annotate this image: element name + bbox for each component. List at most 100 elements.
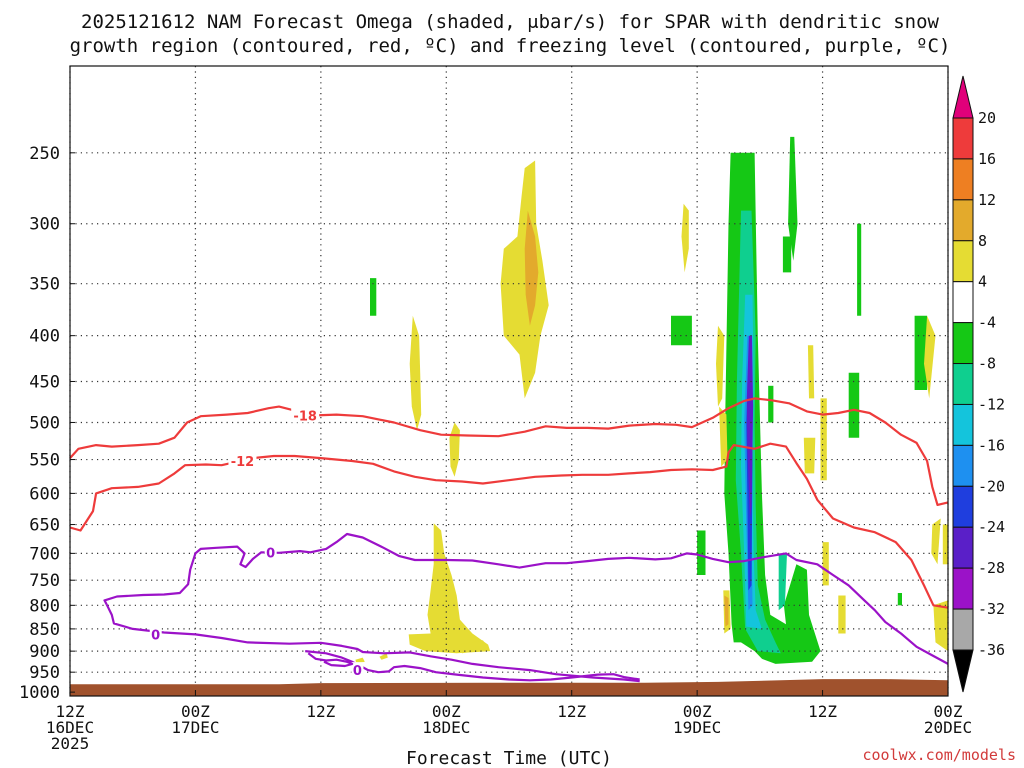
omega-region [914,315,928,390]
colorbar-bin [952,403,974,446]
plot-area: -18 -12 0 0 0 [69,65,949,697]
omega-region [838,595,846,634]
y-tick-label: 250 [29,144,60,164]
x-tick-label: 18DEC [422,718,470,737]
y-tick-label: 400 [29,327,60,347]
terrain-fill [70,679,948,696]
omega-region [857,223,862,316]
contour-line-0 [307,652,354,668]
colorbar-label: 4 [978,273,987,291]
colorbar-bin [952,117,974,160]
x-tick-label: 12Z [557,702,586,721]
x-tick-label: 17DEC [171,718,219,737]
y-tick-label: 450 [29,372,60,392]
colorbar-label: 20 [978,109,996,127]
x-tick-label: 20DEC [924,718,972,737]
x-tick-label: 2025 [51,734,90,753]
colorbar-bin [952,608,974,651]
omega-region [931,518,941,565]
x-tick-label: 12Z [306,702,335,721]
colorbar-label: -36 [978,641,1005,659]
omega-region [778,553,787,611]
contour-label: 0 [151,628,160,643]
colorbar-bin [952,322,974,365]
colorbar-label: -16 [978,436,1005,454]
y-tick-label: 300 [29,215,60,235]
omega-region [897,593,902,606]
omega-region [803,437,816,474]
y-tick-label: 500 [29,413,60,433]
y-tick-label: 350 [29,275,60,295]
x-tick-label: 00Z [683,702,712,721]
x-tick-label: 12Z [56,702,85,721]
contour-label-bg [351,662,364,678]
y-tick-label: 900 [29,642,60,662]
omega-region [924,315,936,399]
y-tick-label: 850 [29,620,60,640]
y-tick-label: 600 [29,484,60,504]
y-tick-label: 750 [29,571,60,591]
omega-region [370,278,377,316]
x-tick-label: 00Z [432,702,461,721]
contour-label: 0 [266,546,275,561]
contour-line-0 [103,532,949,665]
omega-region [788,136,798,261]
contour-label: -12 [231,455,255,470]
omega-region [500,160,549,399]
y-tick-label: 650 [29,516,60,536]
colorbar-label: -28 [978,559,1005,577]
y-tick-label: 700 [29,544,60,564]
colorbar-label: 8 [978,232,987,250]
y-tick-label: 1000 [19,683,60,703]
colorbar-label: 12 [978,191,996,209]
contour-label-bg [291,407,320,423]
colorbar-bin [952,485,974,528]
omega-region [524,210,539,326]
omega-region [697,530,706,575]
colorbar-bin [952,567,974,610]
colorbar-label: -24 [978,518,1005,536]
omega-region [822,542,829,586]
omega-region [768,385,774,423]
temperature-contours: -18 -12 0 0 0 [69,397,949,683]
contour-label: -18 [293,409,317,424]
omega-region [671,315,692,346]
contour-line-0 [105,603,640,683]
omega-region [408,523,491,654]
colorbar-label: 16 [978,150,996,168]
omega-region [782,236,792,273]
y-tick-label: 950 [29,663,60,683]
omega-region [379,653,388,660]
colorbar-label: -32 [978,600,1005,618]
colorbar-label: -20 [978,477,1005,495]
contour-label-bg [149,626,162,642]
colorbar-label: -4 [978,314,996,332]
colorbar-label: -8 [978,355,996,373]
colorbar-bin [952,526,974,569]
x-tick-label: 16DEC [46,718,94,737]
omega-region [409,315,422,431]
colorbar-bin [952,240,974,283]
y-axis-ticks: 2503003504004505005506006507007508008509… [19,144,75,703]
omega-region [716,325,725,407]
contour-line--12 [69,442,949,609]
gridlines [69,66,949,696]
contour-line--18 [69,397,949,506]
colorbar-bin [952,444,974,487]
colorbar-over-arrow [952,75,974,119]
omega-region [724,595,729,627]
omega-region [681,203,689,273]
chart-title-line-2: growth region (contoured, red, ºC) and f… [70,35,951,57]
omega-region [449,422,460,477]
x-axis-label: Forecast Time (UTC) [406,748,612,768]
colorbar-bin [952,199,974,242]
colorbar-bin [952,363,974,405]
y-tick-label: 800 [29,596,60,616]
omega-region [719,406,728,467]
credit-text: coolwx.com/models [862,746,1016,764]
colorbar-label: -12 [978,395,1005,413]
contour-label-bg [264,544,277,560]
colorbar-bin [952,158,974,201]
